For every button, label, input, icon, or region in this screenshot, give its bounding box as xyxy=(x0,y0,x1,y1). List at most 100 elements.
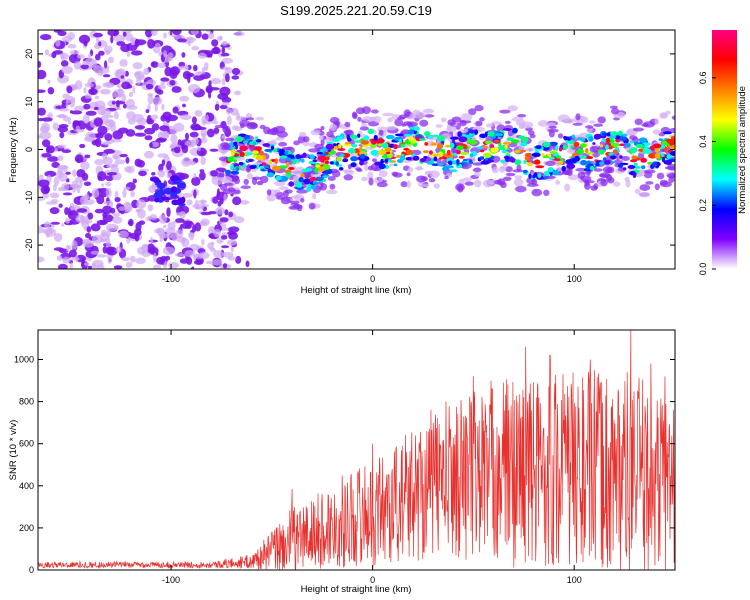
heatmap-signal-blob xyxy=(654,147,660,153)
heatmap-noise-blob xyxy=(217,200,222,207)
heatmap-signal-halo xyxy=(659,181,672,188)
heatmap-noise-blob xyxy=(211,120,219,125)
heatmap-noise-blob xyxy=(69,262,73,269)
heatmap-noise-blob xyxy=(147,243,156,254)
heatmap-noise-blob xyxy=(55,105,67,110)
heatmap-signal-blob xyxy=(326,141,334,145)
heatmap-noise-blob xyxy=(147,93,154,97)
heatmap-signal-blob xyxy=(615,146,619,150)
heatmap-cluster-blob xyxy=(171,199,179,206)
heatmap-signal-halo xyxy=(246,117,255,121)
heatmap-noise-blob xyxy=(230,107,239,116)
heatmap-noise-blob xyxy=(112,216,123,224)
heatmap-noise-blob xyxy=(122,189,127,198)
heatmap-signal-halo xyxy=(357,116,362,122)
heatmap-noise-blob xyxy=(201,238,205,246)
heatmap-noise-blob xyxy=(102,246,108,254)
heatmap-signal-blob xyxy=(661,156,666,163)
heatmap-signal-halo xyxy=(491,166,499,174)
heatmap-signal-halo xyxy=(362,116,373,122)
heatmap-signal-halo xyxy=(246,173,254,180)
heatmap-signal-halo xyxy=(429,170,440,178)
heatmap-signal-blob xyxy=(249,165,257,170)
heatmap-noise-blob xyxy=(55,39,61,47)
heatmap-signal-blob xyxy=(542,155,550,159)
heatmap-signal-blob xyxy=(635,143,645,149)
heatmap-signal-halo xyxy=(656,172,665,180)
heatmap-signal-blob xyxy=(450,136,459,140)
heatmap-signal-halo xyxy=(572,122,583,126)
heatmap-signal-blob xyxy=(264,148,273,152)
heatmap-signal-halo xyxy=(421,183,430,188)
heatmap-signal-blob xyxy=(436,142,444,149)
heatmap-signal-blob xyxy=(322,175,330,178)
heatmap-noise-blob xyxy=(96,254,107,258)
heatmap-signal-blob xyxy=(458,155,465,159)
heatmap-signal-halo xyxy=(326,131,334,138)
heatmap-noise-blob xyxy=(83,136,95,142)
heatmap-noise-blob xyxy=(114,197,121,203)
heatmap-signal-halo xyxy=(517,114,527,118)
heatmap-signal-blob xyxy=(490,147,499,153)
heatmap-signal-halo xyxy=(407,167,414,173)
heatmap-noise-blob xyxy=(149,214,158,221)
heatmap-noise-blob xyxy=(61,223,65,227)
heatmap-noise-blob xyxy=(59,52,69,60)
heatmap-signal-blob xyxy=(617,163,624,168)
heatmap-signal-blob xyxy=(261,162,267,166)
heatmap-noise-blob xyxy=(59,131,65,139)
y-tick-label: 600 xyxy=(19,439,34,449)
heatmap-noise-blob xyxy=(156,256,166,265)
heatmap-noise-blob xyxy=(96,194,105,205)
heatmap-signal-blob xyxy=(514,149,521,153)
heatmap-signal-blob xyxy=(335,161,339,166)
heatmap-signal-blob xyxy=(652,161,658,168)
heatmap-signal-blob xyxy=(225,169,231,175)
heatmap-signal-halo xyxy=(292,204,303,209)
heatmap-noise-blob xyxy=(234,90,241,96)
heatmap-noise-blob xyxy=(78,34,91,44)
heatmap-signal-blob xyxy=(663,131,672,135)
heatmap-noise-blob xyxy=(65,218,70,224)
heatmap-noise-blob xyxy=(93,117,104,127)
heatmap-signal-halo xyxy=(275,136,285,141)
heatmap-signal-blob xyxy=(642,142,651,146)
heatmap-signal-halo xyxy=(239,119,251,127)
heatmap-signal-halo xyxy=(468,108,477,116)
heatmap-signal-blob xyxy=(436,135,446,142)
heatmap-signal-halo xyxy=(599,174,609,178)
heatmap-signal-blob xyxy=(494,133,504,137)
heatmap-noise-blob xyxy=(38,61,42,68)
heatmap-noise-blob xyxy=(81,195,90,200)
heatmap-signal-halo xyxy=(526,183,539,187)
heatmap-noise-blob xyxy=(118,127,129,134)
heatmap-noise-blob xyxy=(114,190,119,199)
heatmap-noise-blob xyxy=(186,256,193,265)
heatmap-signal-blob xyxy=(424,131,431,137)
heatmap-noise-blob xyxy=(138,170,147,177)
spectrogram-ylabel: Frequency (Hz) xyxy=(8,117,19,182)
heatmap-signal-blob xyxy=(634,165,641,169)
heatmap-signal-halo xyxy=(607,166,615,174)
heatmap-signal-blob xyxy=(314,167,319,174)
heatmap-signal-halo xyxy=(566,148,577,154)
heatmap-signal-halo xyxy=(406,180,411,189)
heatmap-noise-blob xyxy=(105,181,112,187)
heatmap-noise-blob xyxy=(119,153,128,158)
heatmap-noise-blob xyxy=(144,150,154,159)
heatmap-signal-blob xyxy=(480,160,490,165)
heatmap-noise-blob xyxy=(112,212,121,217)
heatmap-noise-blob xyxy=(228,226,240,233)
heatmap-signal-blob xyxy=(242,140,249,144)
heatmap-signal-halo xyxy=(289,200,300,204)
heatmap-signal-halo xyxy=(585,125,594,129)
heatmap-noise-blob xyxy=(208,80,212,88)
heatmap-signal-halo xyxy=(387,117,393,123)
heatmap-noise-blob xyxy=(157,153,169,158)
heatmap-cluster-blob xyxy=(161,196,171,201)
heatmap-signal-halo xyxy=(660,112,669,119)
heatmap-signal-halo xyxy=(329,183,336,190)
heatmap-signal-blob xyxy=(565,140,569,144)
heatmap-noise-blob xyxy=(74,176,85,183)
heatmap-noise-blob xyxy=(105,246,115,255)
